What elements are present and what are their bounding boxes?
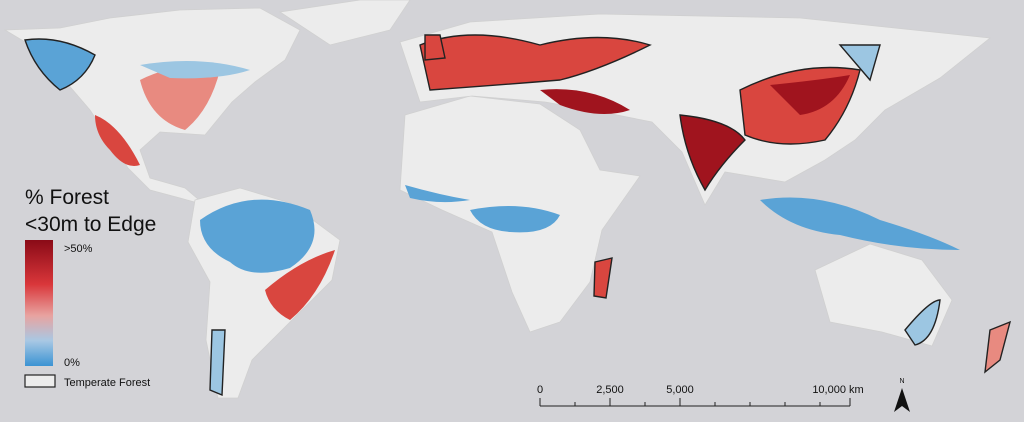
scale-bar (539, 398, 851, 407)
north-label: N (899, 378, 904, 385)
color-ramp (25, 240, 53, 366)
legend: % Forest <30m to Edge >50% 0% Temperate … (24, 186, 156, 389)
scale-label: 10,000 km (812, 384, 863, 396)
temperate-label: Temperate Forest (64, 377, 150, 389)
scale-label: 2,500 (596, 384, 624, 396)
scale-label: 5,000 (666, 384, 694, 396)
legend-title: % Forest (25, 186, 109, 209)
scale-label: 0 (537, 384, 543, 396)
north-arrow-shape (894, 388, 910, 412)
legend-title: <30m to Edge (25, 213, 156, 236)
ramp-min-label: 0% (64, 357, 80, 369)
forest-edge-fill (24, 34, 1012, 397)
temperate-swatch (24, 374, 56, 388)
ramp-max-label: >50% (64, 243, 93, 255)
north-arrow: N (894, 378, 910, 412)
